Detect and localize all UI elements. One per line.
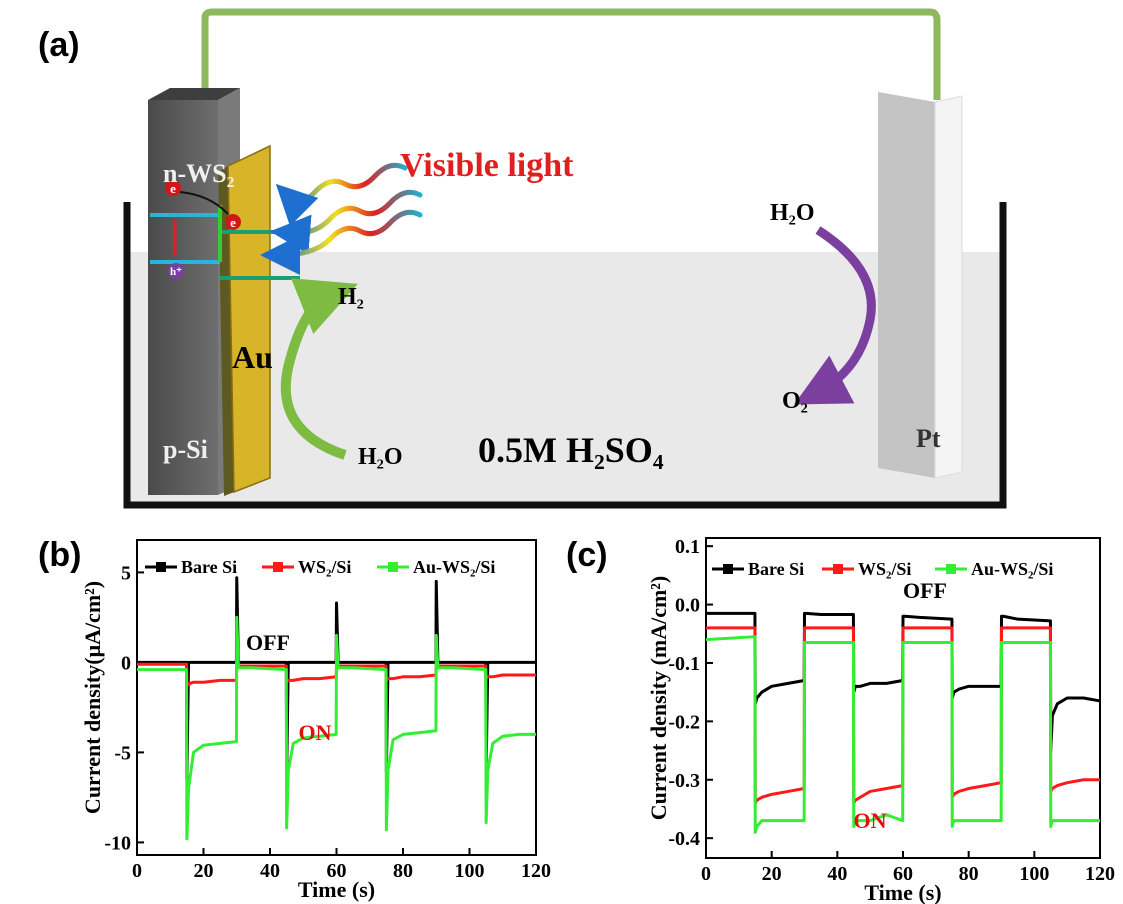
label: p-Si: [163, 435, 208, 464]
x-tick-label: 0: [701, 863, 711, 885]
x-tick-label: 40: [827, 863, 847, 885]
legend-label: Au-WS₂/Si: [413, 557, 495, 577]
panel-label: (b): [38, 536, 81, 574]
label: h⁺: [170, 266, 182, 278]
legend-marker: [723, 564, 733, 574]
legend-marker: [946, 564, 956, 574]
legend-label: WS₂/Si: [858, 559, 911, 579]
y-tick-label: -0.3: [668, 770, 700, 792]
label: e: [170, 181, 176, 196]
x-tick-label: 120: [521, 860, 551, 882]
wire: [205, 12, 937, 100]
label: Visible light: [400, 147, 574, 184]
x-tick-label: 0: [132, 860, 142, 882]
y-axis-label: Current density(μA/cm²): [80, 581, 105, 814]
label: H₂: [338, 284, 364, 310]
light-ray: [290, 165, 405, 202]
annotation: OFF: [903, 578, 947, 603]
legend-marker: [273, 562, 283, 572]
y-tick-label: -10: [104, 832, 131, 854]
legend-marker: [388, 562, 398, 572]
y-tick-label: -5: [114, 742, 131, 764]
x-tick-label: 120: [1085, 863, 1115, 885]
diagram: (a) n-WS₂ Visible light H₂ Au H₂O 0.5M H…: [38, 12, 1003, 505]
au-layer: [228, 146, 270, 492]
x-tick-label: 80: [393, 860, 413, 882]
pt-side: [935, 96, 962, 478]
label: H₂O: [770, 200, 815, 226]
y-tick-label: -0.4: [668, 828, 700, 850]
label: O₂: [782, 388, 808, 414]
y-axis-label: Current density (mA/cm²): [646, 576, 671, 820]
label: Au: [232, 339, 273, 375]
x-tick-label: 40: [260, 860, 280, 882]
label: e: [230, 215, 236, 230]
x-tick-label: 100: [455, 860, 485, 882]
page: (a) n-WS₂ Visible light H₂ Au H₂O 0.5M H…: [0, 0, 1123, 904]
series-line: [706, 637, 1100, 833]
y-tick-label: 0: [121, 652, 131, 674]
panel-label: (a): [38, 26, 80, 64]
annotation: ON: [854, 808, 887, 833]
x-axis-label: Time (s): [298, 877, 375, 902]
legend-label: Bare Si: [181, 557, 237, 577]
legend-marker: [156, 562, 166, 572]
figure: (a) n-WS₂ Visible light H₂ Au H₂O 0.5M H…: [0, 0, 1123, 904]
label: H₂O: [358, 444, 403, 470]
label: 0.5M H₂SO₄: [478, 430, 664, 470]
y-tick-label: 0.1: [675, 536, 700, 558]
label: Pt: [916, 424, 941, 453]
x-tick-label: 100: [1019, 863, 1049, 885]
pt-electrode: [878, 92, 935, 478]
legend-label: Bare Si: [748, 559, 804, 579]
y-tick-label: -0.2: [668, 711, 700, 733]
legend-label: Au-WS₂/Si: [971, 559, 1053, 579]
legend-marker: [833, 564, 843, 574]
legend-label: WS₂/Si: [298, 557, 351, 577]
annotation: OFF: [246, 630, 290, 655]
light-rays: [280, 165, 420, 255]
y-tick-label: -0.1: [668, 653, 700, 675]
x-tick-label: 20: [762, 863, 782, 885]
annotation: ON: [299, 720, 332, 745]
x-tick-label: 80: [959, 863, 979, 885]
y-tick-label: 5: [121, 562, 131, 584]
x-axis-label: Time (s): [864, 880, 941, 904]
x-tick-label: 20: [194, 860, 214, 882]
series-line: [137, 617, 536, 838]
panel-label: (c): [566, 536, 608, 574]
y-tick-label: 0.0: [675, 595, 700, 617]
